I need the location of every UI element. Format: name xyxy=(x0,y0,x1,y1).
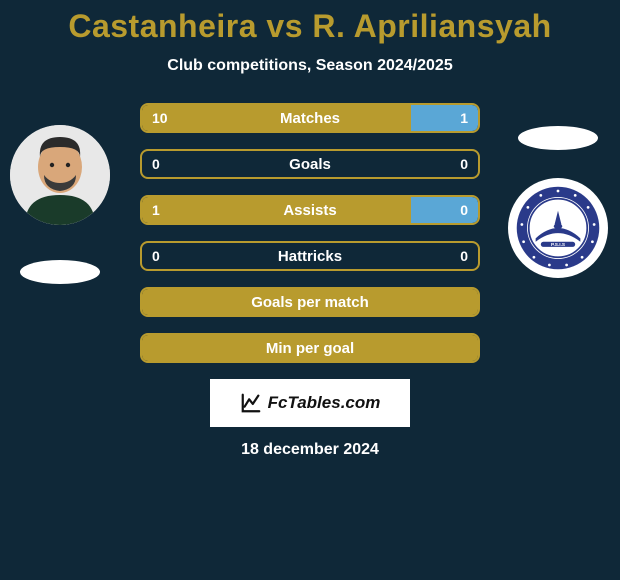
player1-name: Castanheira xyxy=(68,8,257,44)
player2-flag-ellipse xyxy=(518,126,598,150)
stat-row: Assists10 xyxy=(140,195,480,225)
stat-fill-left xyxy=(142,289,478,315)
comparison-title: Castanheira vs R. Apriliansyah xyxy=(0,8,620,45)
stat-value-left: 1 xyxy=(152,197,160,223)
watermark-text: FcTables.com xyxy=(268,393,381,413)
stat-row: Matches101 xyxy=(140,103,480,133)
player2-club-badge: P.S.I.S xyxy=(508,178,608,278)
stat-row: Min per goal xyxy=(140,333,480,363)
chart-icon xyxy=(240,392,262,414)
stat-value-left: 0 xyxy=(152,151,160,177)
player1-avatar xyxy=(10,125,110,225)
stat-value-left: 0 xyxy=(152,243,160,269)
club-badge-icon: P.S.I.S xyxy=(515,185,601,271)
stat-bars: Matches101Goals00Assists10Hattricks00Goa… xyxy=(140,103,480,363)
stat-label: Hattricks xyxy=(142,243,478,269)
infographic-container: Castanheira vs R. Apriliansyah Club comp… xyxy=(0,0,620,580)
player2-name: R. Apriliansyah xyxy=(312,8,551,44)
stat-value-right: 1 xyxy=(460,105,468,131)
watermark: FcTables.com xyxy=(210,379,410,427)
stat-value-right: 0 xyxy=(460,151,468,177)
stat-fill-left xyxy=(142,197,411,223)
stat-value-right: 0 xyxy=(460,197,468,223)
stat-value-left: 10 xyxy=(152,105,168,131)
stat-row: Goals0 0 xyxy=(140,149,480,179)
date: 18 december 2024 xyxy=(0,441,620,459)
stat-row: Goals per match xyxy=(140,287,480,317)
stat-label: Goals xyxy=(142,151,478,177)
player1-club-ellipse xyxy=(20,260,100,284)
subtitle: Club competitions, Season 2024/2025 xyxy=(0,57,620,75)
stat-row: Hattricks0 0 xyxy=(140,241,480,271)
stat-value-right: 0 xyxy=(460,243,468,269)
stat-fill-left xyxy=(142,335,478,361)
vs-text: vs xyxy=(266,8,303,44)
svg-text:P.S.I.S: P.S.I.S xyxy=(551,242,565,248)
stat-fill-left xyxy=(142,105,411,131)
avatar-icon xyxy=(10,125,110,225)
